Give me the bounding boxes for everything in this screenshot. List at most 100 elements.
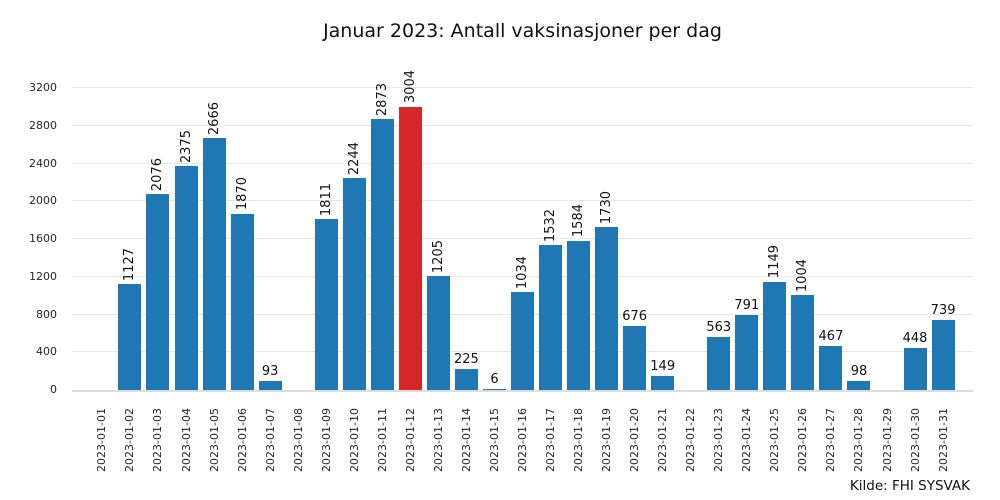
y-tick-label: 1600 [29, 232, 57, 245]
x-tick-label: 2023-01-02 [123, 408, 137, 472]
bar-value-label: 2244 [346, 142, 362, 176]
x-tick-label: 2023-01-13 [431, 408, 445, 472]
x-tick-label: 2023-01-28 [852, 408, 866, 472]
bar-value-label: 1730 [599, 190, 615, 224]
bar [567, 240, 591, 390]
y-tick-label: 2800 [29, 118, 57, 132]
bar [314, 219, 338, 390]
bar-value-label: 1149 [767, 245, 783, 279]
x-tick-label: 2023-01-29 [880, 408, 894, 472]
bar [146, 194, 170, 390]
bar [539, 245, 563, 390]
bar-value-label: 739 [930, 303, 956, 319]
y-tick-label: 1200 [29, 269, 57, 283]
grid-line [72, 275, 973, 277]
bar [426, 276, 450, 390]
bar [707, 336, 731, 390]
x-tick-label: 2023-01-03 [151, 408, 165, 472]
bar [819, 345, 843, 390]
y-tick-label: 2400 [29, 156, 57, 170]
bar [791, 295, 815, 390]
x-tick-label: 2023-01-16 [516, 408, 529, 472]
bar [202, 138, 226, 390]
y-tick-label: 3200 [29, 81, 57, 95]
x-tick-label: 2023-01-31 [936, 408, 950, 472]
bar [623, 326, 647, 390]
grid-line [72, 87, 973, 89]
bar [230, 213, 254, 390]
source-label: Kilde: FHI SYSVAK [849, 478, 970, 494]
bar [454, 368, 478, 390]
bar-value-label: 467 [818, 328, 844, 344]
x-tick-label: 2023-01-26 [796, 408, 810, 472]
bar [118, 283, 142, 390]
x-tick-label: 2023-01-20 [628, 408, 642, 472]
y-tick-label: 2000 [29, 194, 57, 208]
bar-value-label: 93 [261, 364, 279, 380]
bar-value-label: 2873 [374, 82, 390, 116]
bar-value-label: 448 [902, 330, 928, 346]
grid-line [72, 238, 973, 240]
x-tick-label: 2023-01-10 [347, 408, 361, 472]
bar [370, 118, 394, 390]
x-tick-label: 2023-01-24 [740, 408, 754, 472]
x-tick-label: 2023-01-14 [459, 408, 473, 472]
x-axis: 2023-01-01 2023-01-02 2023-01-03 2023-01-04… [72, 408, 973, 483]
bar [174, 165, 198, 390]
bar-value-label: 1870 [234, 177, 250, 211]
y-tick-label: 800 [36, 307, 57, 321]
bar [903, 347, 927, 390]
bar-value-label: 225 [453, 351, 479, 367]
bar-value-label: 2375 [178, 129, 194, 163]
bar-value-label: 2666 [206, 102, 222, 136]
y-axis: 0 400 800 1200 1600 2000 2400 2800 3200 [0, 75, 62, 396]
bar-value-label: 6 [490, 372, 499, 388]
bar [763, 281, 787, 390]
x-tick-label: 2023-01-09 [319, 408, 333, 472]
y-tick-label: 400 [36, 345, 57, 359]
bar-value-label: 98 [850, 363, 868, 379]
bar-value-label: 149 [650, 358, 676, 374]
x-tick-label: 2023-01-18 [572, 408, 586, 472]
x-tick-label: 2023-01-25 [768, 408, 782, 472]
bar [482, 389, 506, 390]
x-tick-label: 2023-01-08 [291, 408, 305, 472]
plot-area: 1127 2076 2375 2666 1870 93 1811 2244 2873 3004 12… [72, 70, 973, 392]
bar-value-label: 1532 [543, 209, 559, 243]
x-tick-label: 2023-01-07 [263, 408, 277, 472]
grid-line [72, 162, 973, 164]
x-tick-label: 2023-01-06 [235, 408, 249, 472]
x-tick-label: 2023-01-17 [544, 408, 558, 472]
bar [651, 375, 675, 390]
chart-title: Januar 2023: Antall vaksinasjoner per da… [323, 20, 722, 42]
bar [258, 381, 282, 390]
bar-value-label: 1811 [318, 183, 334, 217]
x-tick-label: 2023-01-30 [908, 408, 922, 472]
bar-value-label: 1034 [515, 256, 530, 290]
bar [511, 292, 534, 390]
x-tick-label: 2023-01-04 [179, 408, 193, 472]
x-tick-label: 2023-01-27 [824, 408, 838, 472]
grid-line [72, 200, 973, 202]
bar-value-label: 2076 [150, 158, 166, 192]
x-tick-label: 2023-01-12 [403, 408, 417, 472]
bar [398, 106, 422, 390]
bar-value-label: 563 [706, 319, 732, 335]
bar [342, 178, 366, 390]
bar-value-label: 1584 [571, 204, 587, 238]
bar [847, 380, 871, 390]
grid-line [72, 124, 973, 126]
bar-value-label: 1205 [430, 240, 446, 274]
x-tick-label: 2023-01-19 [600, 408, 614, 472]
x-tick-label: 2023-01-15 [487, 408, 501, 472]
x-tick-label: 2023-01-23 [712, 408, 726, 472]
bar [735, 315, 759, 390]
bar-value-label: 1127 [122, 247, 138, 281]
bar-value-label: 676 [622, 309, 648, 325]
x-tick-label: 2023-01-11 [375, 408, 389, 472]
bar [595, 226, 619, 390]
x-tick-label: 2023-01-01 [95, 408, 109, 472]
x-tick-label: 2023-01-22 [684, 408, 698, 472]
bar [931, 320, 955, 390]
